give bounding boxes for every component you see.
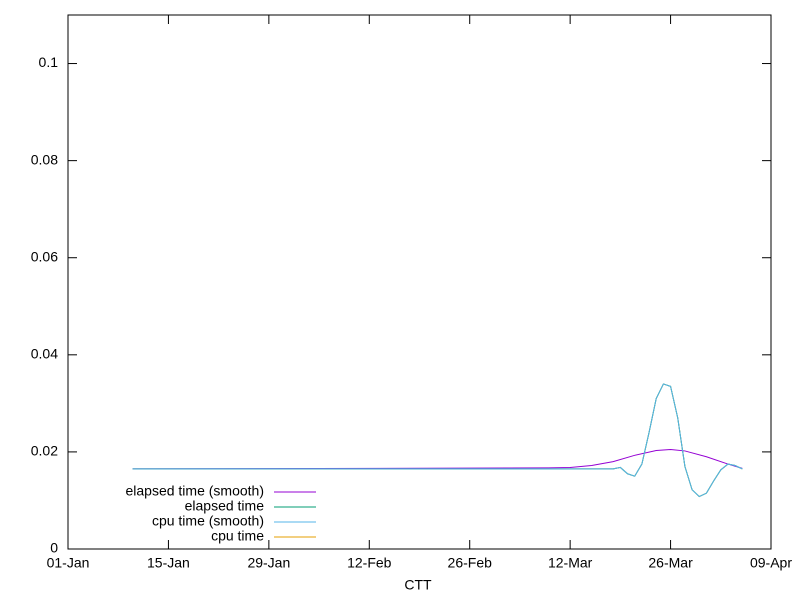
x-tick-label: 12-Mar: [548, 555, 593, 571]
y-tick-label: 0: [50, 540, 58, 556]
plot-frame: [67, 14, 772, 550]
series-line: [132, 383, 743, 498]
y-tick-label: 0.02: [31, 443, 58, 459]
x-tick-label: 12-Feb: [347, 555, 392, 571]
legend-label: cpu time (smooth): [152, 513, 264, 529]
legend-label: cpu time: [211, 528, 264, 544]
series-line: [132, 383, 743, 498]
x-tick-label: 26-Feb: [448, 555, 493, 571]
legend-label: elapsed time (smooth): [125, 483, 264, 499]
y-tick-label: 0.1: [39, 54, 59, 70]
x-tick-label: 29-Jan: [247, 555, 290, 571]
legend-label: elapsed time: [185, 498, 265, 514]
x-axis-label: CTT: [404, 577, 432, 593]
x-tick-label: 26-Mar: [648, 555, 693, 571]
y-tick-label: 0.08: [31, 151, 58, 167]
series-line: [132, 383, 743, 498]
series-line: [132, 448, 743, 470]
y-tick-label: 0.06: [31, 248, 58, 264]
x-tick-label: 01-Jan: [47, 555, 90, 571]
y-tick-label: 0.04: [31, 346, 58, 362]
x-tick-label: 09-Apr: [750, 555, 792, 571]
x-tick-label: 15-Jan: [147, 555, 190, 571]
